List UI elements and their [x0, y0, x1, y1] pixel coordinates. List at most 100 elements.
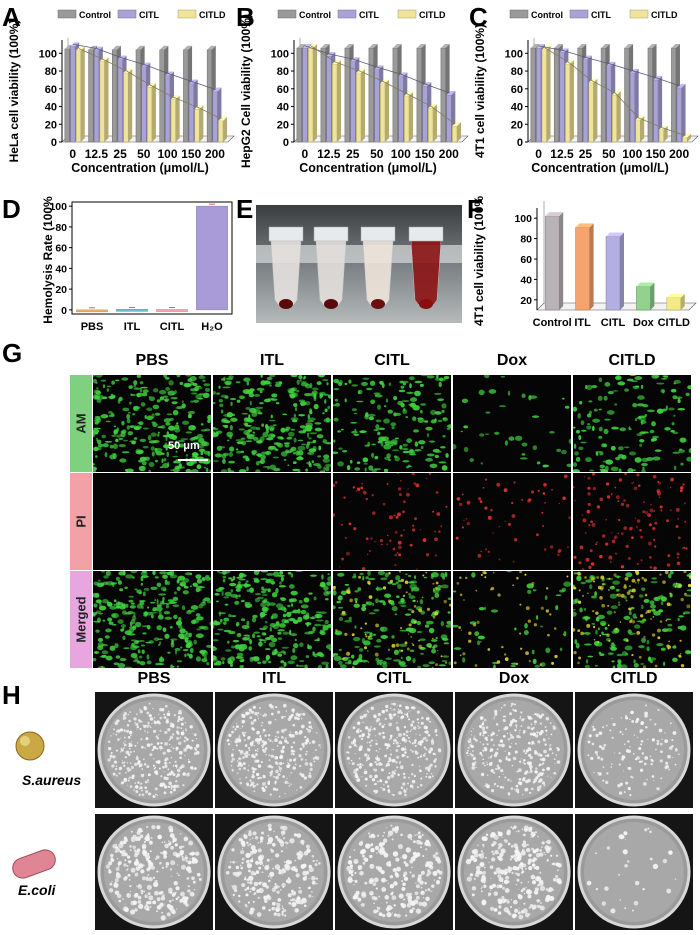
- colony: [402, 754, 405, 757]
- cell-green: [333, 590, 337, 595]
- colony: [375, 743, 378, 746]
- y-tick-label: 40: [520, 274, 532, 286]
- cell-green: [618, 604, 620, 606]
- colony: [274, 912, 277, 915]
- cell-green: [564, 631, 567, 637]
- colony: [302, 871, 307, 876]
- cell-red: [635, 582, 636, 583]
- colony: [352, 762, 355, 765]
- colony: [274, 738, 278, 742]
- cell-green: [308, 593, 312, 595]
- colony: [508, 753, 510, 755]
- cell-green: [136, 393, 143, 398]
- cell-red: [374, 541, 376, 543]
- cell-red: [598, 588, 599, 589]
- cell-red: [346, 589, 350, 593]
- colony: [517, 791, 519, 793]
- cell-red: [578, 601, 581, 604]
- cell-green: [192, 456, 198, 458]
- colony: [139, 709, 140, 710]
- cell-green: [221, 657, 226, 661]
- colony: [403, 773, 405, 775]
- colony: [157, 897, 161, 901]
- colony: [363, 862, 366, 865]
- colony: [230, 741, 231, 742]
- colony: [379, 779, 382, 782]
- colony: [179, 751, 183, 755]
- colony: [410, 731, 411, 732]
- cell-green: [308, 418, 316, 421]
- cell-green: [410, 649, 414, 652]
- cell-green: [252, 633, 255, 638]
- colony: [175, 761, 177, 763]
- colony: [294, 758, 296, 760]
- cell-green: [230, 398, 236, 400]
- colony: [147, 727, 148, 728]
- cell-red: [608, 589, 610, 591]
- colony: [284, 837, 286, 839]
- colony: [145, 781, 148, 784]
- cell-red: [614, 611, 616, 613]
- cell-red: [444, 655, 445, 656]
- cell-green: [417, 621, 421, 625]
- colony: [281, 913, 284, 916]
- colony: [269, 740, 271, 742]
- colony: [355, 744, 357, 746]
- colony: [245, 853, 250, 858]
- cell-green: [632, 403, 637, 407]
- cell-green: [628, 629, 632, 633]
- colony: [405, 863, 409, 867]
- cell-green: [143, 389, 149, 393]
- colony: [253, 706, 256, 709]
- cell-green: [447, 428, 451, 430]
- cell-green: [279, 581, 282, 585]
- cell-green: [195, 394, 202, 399]
- cell-red: [393, 548, 396, 551]
- colony: [142, 793, 145, 796]
- colony: [382, 914, 385, 917]
- colony: [240, 750, 244, 754]
- colony: [488, 735, 489, 736]
- colony: [254, 873, 257, 876]
- cell-green: [114, 429, 118, 434]
- cell-green: [313, 596, 316, 600]
- colony: [248, 869, 251, 872]
- bar-citld-front: [667, 298, 681, 310]
- colony: [520, 758, 521, 759]
- colony: [160, 784, 163, 787]
- colony: [523, 777, 526, 780]
- bar-control-12.5-front: [321, 48, 326, 142]
- colony: [395, 858, 399, 862]
- colony: [308, 878, 309, 879]
- y-tick-label: 60: [45, 84, 57, 96]
- cell-green: [260, 602, 266, 607]
- cell-green: [112, 453, 117, 455]
- cell-green: [520, 457, 528, 459]
- colony: [192, 733, 193, 734]
- colony: [156, 747, 158, 749]
- cell-green: [294, 414, 296, 417]
- colony: [293, 741, 295, 743]
- colony: [473, 758, 476, 761]
- cell-green: [394, 650, 399, 655]
- cell-green: [320, 393, 324, 397]
- cell-red: [498, 558, 500, 560]
- cell-green: [424, 420, 428, 422]
- cell-green: [114, 426, 117, 428]
- colony: [381, 768, 384, 771]
- y-tick-label: 40: [277, 102, 289, 114]
- colony: [359, 766, 362, 769]
- colony: [557, 749, 559, 751]
- colony: [179, 738, 180, 739]
- cell-green: [160, 396, 164, 400]
- x-tick-label: 0: [69, 147, 76, 161]
- cell-green: [339, 649, 342, 651]
- cell-green: [138, 640, 145, 642]
- cell-red: [634, 633, 636, 635]
- cell-green: [453, 591, 456, 593]
- colony: [163, 714, 165, 716]
- cell-green: [595, 665, 598, 667]
- colony: [244, 835, 248, 839]
- cell-green: [334, 418, 339, 422]
- cell-green: [545, 648, 550, 653]
